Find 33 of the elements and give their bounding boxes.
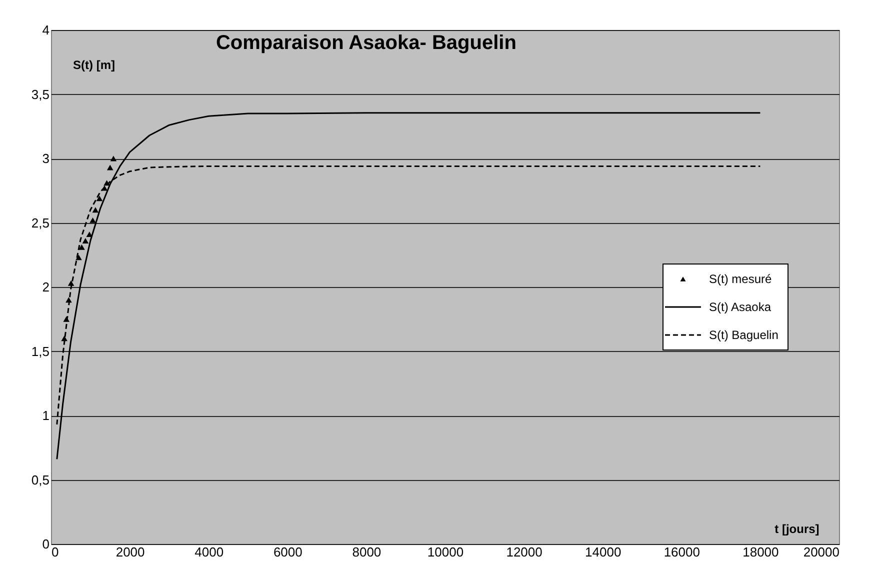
x-tick-label: 14000: [585, 544, 622, 560]
x-tick-label: 12000: [506, 544, 542, 560]
chart-title: Comparaison Asaoka- Baguelin: [216, 32, 516, 54]
y-tick-label: 1: [42, 408, 50, 423]
x-tick-label: 4000: [194, 544, 224, 560]
x-tick-label: 2000: [116, 544, 145, 560]
legend-label: S(t) mesuré: [709, 272, 772, 286]
point: [96, 196, 103, 202]
point: [92, 207, 99, 213]
point: [82, 238, 89, 244]
x-axis-title: t [jours]: [774, 522, 820, 536]
x-tick-label: 6000: [273, 544, 302, 560]
y-tick-label: 2: [42, 280, 50, 294]
x-tick-label: 18000: [742, 544, 779, 560]
point: [78, 244, 85, 250]
point: [110, 156, 117, 162]
x-tick-label: 20000: [803, 544, 840, 560]
y-tick-label: 1,5: [31, 344, 50, 359]
y-tick-label: 3,5: [31, 86, 50, 102]
y-tick-label: 4: [42, 22, 50, 38]
point: [106, 164, 114, 170]
legend-label: S(t) Baguelin: [709, 328, 778, 342]
y-tick-label: 0,5: [31, 472, 50, 488]
x-tick-label: 0: [52, 544, 59, 560]
point: [76, 254, 82, 260]
legend-label: S(t) Asaoka: [709, 300, 772, 314]
x-tick-label: 8000: [352, 544, 382, 560]
x-tick-label: 16000: [664, 544, 700, 560]
y-axis-title: S(t) [m]: [73, 58, 115, 72]
point: [90, 217, 96, 223]
y-tick-label: 3: [42, 151, 50, 166]
y-tick-label: 2,5: [31, 215, 50, 230]
x-tick-label: 10000: [427, 544, 464, 560]
